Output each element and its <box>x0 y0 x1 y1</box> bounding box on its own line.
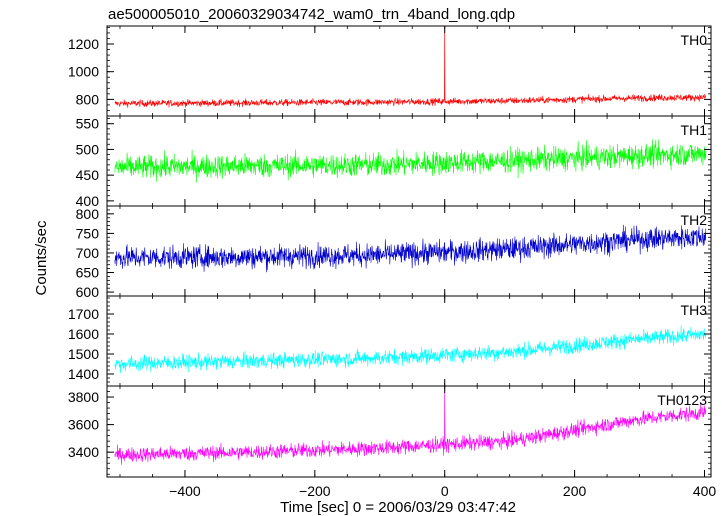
series-line-th3 <box>114 325 707 374</box>
y-tick-label: 1700 <box>68 306 99 322</box>
x-tick-label: −400 <box>169 483 201 499</box>
series-line-th2 <box>114 224 707 273</box>
y-tick-label: 1400 <box>68 366 99 382</box>
y-tick-label: 1500 <box>68 346 99 362</box>
y-tick-label: 1200 <box>68 36 99 52</box>
y-tick-label: 1600 <box>68 326 99 342</box>
panel-frame <box>106 385 712 478</box>
panel-th0123: 3400 3600 3800 TH0123 <box>68 385 712 478</box>
x-tick-label: 200 <box>563 483 587 499</box>
y-tick-label: 1000 <box>68 64 99 80</box>
series-line-th0123 <box>114 387 707 465</box>
series-label-th2: TH2 <box>681 212 708 228</box>
series-label-th1: TH1 <box>681 122 708 138</box>
series-label-th0: TH0 <box>681 32 708 48</box>
y-tick-label: 700 <box>76 245 100 261</box>
x-tick-label: −200 <box>299 483 331 499</box>
chart-panels: 800 1000 1200 TH0 400 450 500 550 TH1 600 650 700 75… <box>68 25 717 499</box>
series-label-th0123: TH0123 <box>657 392 707 408</box>
y-tick-label: 450 <box>76 167 100 183</box>
panel-th1: 400 450 500 550 TH1 <box>76 115 712 209</box>
series-label-th3: TH3 <box>681 302 708 318</box>
panel-th0: 800 1000 1200 TH0 <box>68 25 712 117</box>
y-tick-label: 650 <box>76 265 100 281</box>
y-tick-label: 800 <box>76 206 100 222</box>
panel-th2: 600 650 700 750 800 TH2 <box>76 205 712 300</box>
x-axis-label: Time [sec] 0 = 2006/03/29 03:47:42 <box>280 499 516 516</box>
y-tick-label: 400 <box>76 193 100 209</box>
x-tick-label: 400 <box>693 483 717 499</box>
series-line-th0 <box>114 26 707 108</box>
y-tick-label: 3600 <box>68 417 99 433</box>
series-line-th1 <box>114 139 707 183</box>
panel-th3: 1400 1500 1600 1700 TH3 <box>68 295 712 387</box>
y-tick-label: 800 <box>76 91 100 107</box>
chart-title: ae500005010_20060329034742_wam0_trn_4ban… <box>108 6 515 23</box>
y-tick-label: 550 <box>76 116 100 132</box>
y-tick-label: 3800 <box>68 389 99 405</box>
y-axis-label: Counts/sec <box>33 220 50 296</box>
y-tick-label: 3400 <box>68 444 99 460</box>
y-tick-label: 500 <box>76 141 100 157</box>
x-tick-label: 0 <box>441 483 449 499</box>
y-tick-label: 600 <box>76 284 100 300</box>
y-tick-label: 750 <box>76 225 100 241</box>
